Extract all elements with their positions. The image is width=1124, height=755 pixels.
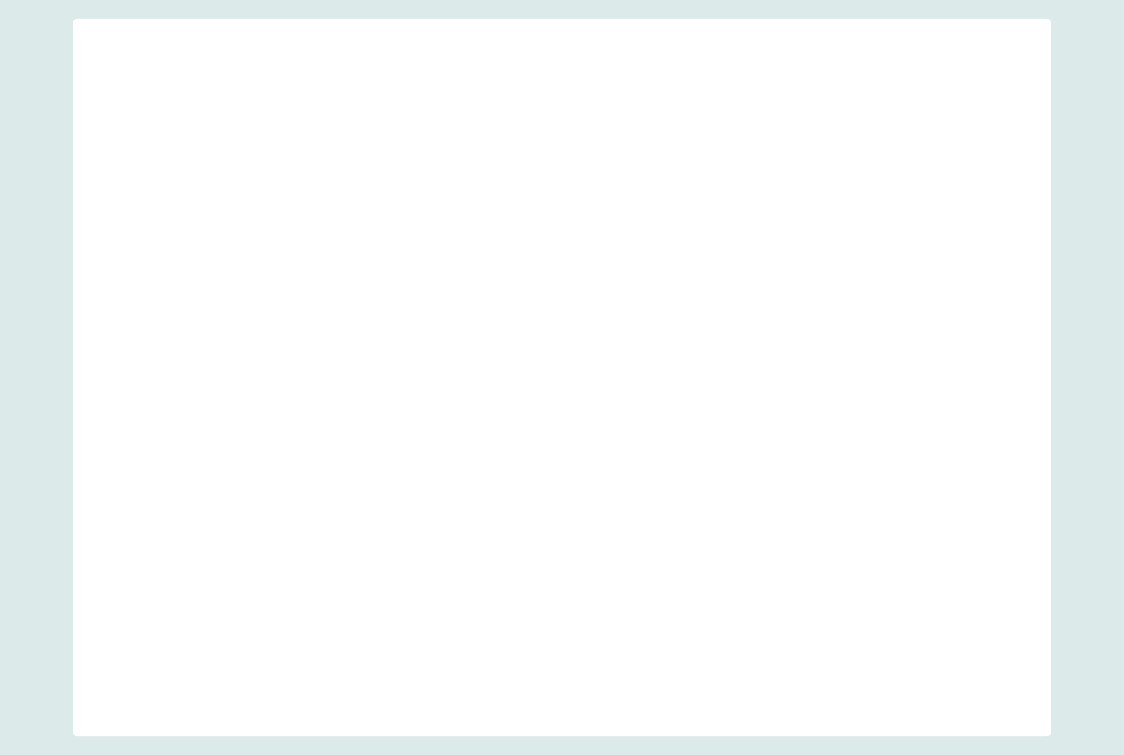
Text: A: A (275, 283, 298, 311)
Text: Get the integral of $\int e^x \sin x\, dx$ using integration by parts: Get the integral of $\int e^x \sin x\, d… (283, 122, 869, 149)
Text: B.  $\frac{1}{2}e^x(-\cos x - \sin x) + c$: B. $\frac{1}{2}e^x(-\cos x - \sin x) + c… (254, 201, 456, 226)
Text: D.  $-\frac{1}{2}e^x(\sin x - \cos x) + c$: D. $-\frac{1}{2}e^x(\sin x - \cos x) + c… (619, 201, 824, 226)
Text: C.  $\frac{1}{2}e^x(\sin x - \cos x) + c$: C. $\frac{1}{2}e^x(\sin x - \cos x) + c$ (619, 163, 809, 189)
Text: D: D (275, 519, 300, 547)
Text: B: B (275, 362, 298, 390)
Text: None of the Above: None of the Above (275, 607, 482, 627)
Text: A.  $\frac{1}{2}e^x(\cos x - \sin x) + c$: A. $\frac{1}{2}e^x(\cos x - \sin x) + c$ (254, 163, 443, 189)
Text: C: C (275, 440, 297, 468)
FancyBboxPatch shape (73, 19, 1051, 736)
